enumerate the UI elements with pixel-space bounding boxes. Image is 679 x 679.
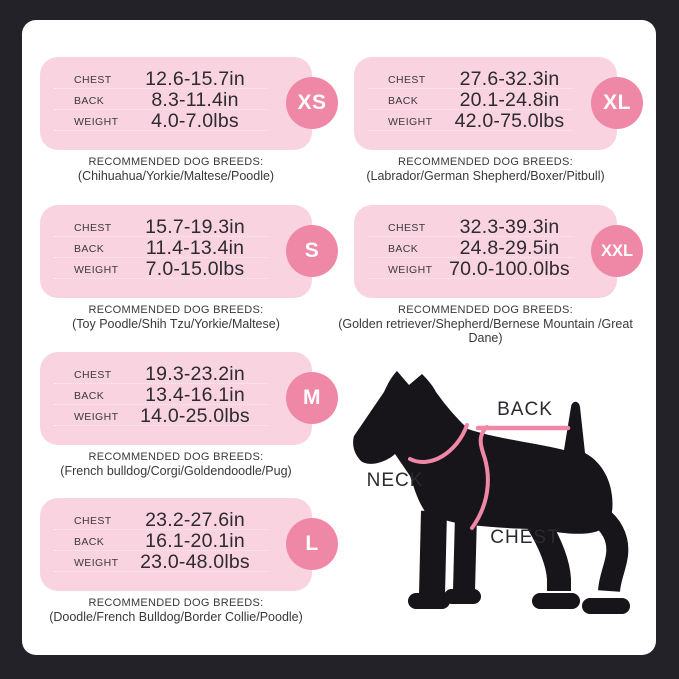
- size-card-xl: CHEST 27.6-32.3in BACK 20.1-24.8in WEIGH…: [354, 57, 643, 150]
- weight-label: WEIGHT: [74, 263, 119, 276]
- measurement-row-weight: WEIGHT 23.0-48.0lbs: [40, 551, 312, 573]
- measurement-row-chest: CHEST 19.3-23.2in: [40, 363, 312, 385]
- recommended-breeds: (Chihuahua/Yorkie/Maltese/Poodle): [77, 169, 275, 183]
- neck-measure-line: [408, 423, 469, 464]
- chest-label: CHEST: [74, 368, 112, 381]
- size-card-s: CHEST 15.7-19.3in BACK 11.4-13.4in WEIGH…: [40, 205, 338, 298]
- chest-value: 12.6-15.7in: [145, 68, 245, 90]
- measurement-row-chest: CHEST 27.6-32.3in: [354, 68, 617, 90]
- measurement-row-back: BACK 24.8-29.5in: [354, 237, 617, 259]
- back-value: 20.1-24.8in: [459, 89, 560, 111]
- back-value: 11.4-13.4in: [145, 237, 245, 259]
- size-block-xl: CHEST 27.6-32.3in BACK 20.1-24.8in WEIGH…: [354, 57, 643, 183]
- measurement-row-weight: WEIGHT 42.0-75.0lbs: [354, 110, 617, 132]
- measurement-row-back: BACK 11.4-13.4in: [40, 237, 312, 259]
- neck-diagram-label: NECK: [366, 470, 424, 491]
- weight-value: 42.0-75.0lbs: [454, 110, 565, 132]
- back-label: BACK: [388, 242, 419, 255]
- weight-label: WEIGHT: [74, 115, 119, 128]
- chest-label: CHEST: [74, 73, 112, 86]
- recommended-title: RECOMMENDED DOG BREEDS:: [88, 156, 264, 168]
- back-label: BACK: [74, 389, 105, 402]
- back-label: BACK: [74, 242, 105, 255]
- chest-label: CHEST: [388, 221, 426, 234]
- measurement-row-weight: WEIGHT 14.0-25.0lbs: [40, 405, 312, 427]
- measurement-row-chest: CHEST 15.7-19.3in: [40, 216, 312, 238]
- recommended-title: RECOMMENDED DOG BREEDS:: [398, 156, 573, 168]
- size-badge-xxl: XXL: [591, 225, 643, 277]
- recommended-breeds: (Doodle/French Bulldog/Border Collie/Poo…: [49, 610, 303, 624]
- weight-value: 23.0-48.0lbs: [140, 551, 250, 573]
- weight-label: WEIGHT: [388, 263, 433, 276]
- measurement-row-chest: CHEST 12.6-15.7in: [40, 68, 312, 90]
- dog-silhouette-icon: [353, 371, 630, 614]
- size-card-xxl: CHEST 32.3-39.3in BACK 24.8-29.5in WEIGH…: [354, 205, 643, 298]
- size-badge-xl: XL: [591, 77, 643, 129]
- chest-measure-line: [470, 425, 490, 530]
- measurement-row-back: BACK 13.4-16.1in: [40, 384, 312, 406]
- measurement-row-weight: WEIGHT 7.0-15.0lbs: [40, 258, 312, 280]
- back-label: BACK: [74, 535, 105, 548]
- measurement-row-weight: WEIGHT 70.0-100.0lbs: [354, 258, 617, 280]
- size-card-m: CHEST 19.3-23.2in BACK 13.4-16.1in WEIGH…: [40, 352, 338, 445]
- chest-label: CHEST: [74, 514, 112, 527]
- recommended-title: RECOMMENDED DOG BREEDS:: [88, 304, 264, 316]
- measurement-row-chest: CHEST 23.2-27.6in: [40, 509, 312, 531]
- chest-value: 15.7-19.3in: [145, 216, 245, 238]
- weight-label: WEIGHT: [74, 556, 119, 569]
- size-badge-s: S: [286, 225, 338, 277]
- weight-value: 14.0-25.0lbs: [140, 405, 250, 427]
- back-diagram-label: BACK: [497, 399, 553, 420]
- chest-diagram-label: CHEST: [490, 527, 560, 548]
- recommended-breeds: (Golden retriever/Shepherd/Bernese Mount…: [338, 317, 633, 345]
- size-block-s: CHEST 15.7-19.3in BACK 11.4-13.4in WEIGH…: [40, 205, 338, 331]
- dog-measurement-diagram: BACK NECK CHEST: [352, 365, 657, 637]
- recommended-breeds: (Labrador/German Shepherd/Boxer/Pitbull): [366, 169, 605, 183]
- weight-value: 70.0-100.0lbs: [449, 258, 570, 280]
- back-value: 13.4-16.1in: [145, 384, 245, 406]
- back-value: 24.8-29.5in: [459, 237, 560, 259]
- size-block-xxl: CHEST 32.3-39.3in BACK 24.8-29.5in WEIGH…: [338, 205, 643, 345]
- measurement-row-chest: CHEST 32.3-39.3in: [354, 216, 617, 238]
- recommended-breeds: (Toy Poodle/Shih Tzu/Yorkie/Maltese): [72, 317, 280, 331]
- back-label: BACK: [74, 94, 105, 107]
- size-card-l: CHEST 23.2-27.6in BACK 16.1-20.1in WEIGH…: [40, 498, 338, 591]
- measurement-row-back: BACK 16.1-20.1in: [40, 530, 312, 552]
- size-badge-l: L: [286, 518, 338, 570]
- recommended-title: RECOMMENDED DOG BREEDS:: [398, 304, 573, 316]
- back-label: BACK: [388, 94, 419, 107]
- recommended-title: RECOMMENDED DOG BREEDS:: [88, 597, 264, 609]
- chest-label: CHEST: [74, 221, 112, 234]
- recommended-breeds: (French bulldog/Corgi/Goldendoodle/Pug): [60, 464, 292, 478]
- size-card-xs: CHEST 12.6-15.7in BACK 8.3-11.4in WEIGHT…: [40, 57, 338, 150]
- measurement-row-back: BACK 20.1-24.8in: [354, 89, 617, 111]
- size-badge-m: M: [286, 372, 338, 424]
- measurement-row-back: BACK 8.3-11.4in: [40, 89, 312, 111]
- back-value: 8.3-11.4in: [151, 89, 239, 111]
- weight-label: WEIGHT: [388, 115, 433, 128]
- weight-value: 7.0-15.0lbs: [145, 258, 245, 280]
- size-block-m: CHEST 19.3-23.2in BACK 13.4-16.1in WEIGH…: [40, 352, 338, 478]
- size-badge-xs: XS: [286, 77, 338, 129]
- chest-value: 32.3-39.3in: [459, 216, 560, 238]
- chest-value: 19.3-23.2in: [145, 363, 245, 385]
- measurement-row-weight: WEIGHT 4.0-7.0lbs: [40, 110, 312, 132]
- size-chart-panel: CHEST 12.6-15.7in BACK 8.3-11.4in WEIGHT…: [22, 20, 656, 655]
- recommended-title: RECOMMENDED DOG BREEDS:: [88, 451, 264, 463]
- chest-label: CHEST: [388, 73, 426, 86]
- size-block-l: CHEST 23.2-27.6in BACK 16.1-20.1in WEIGH…: [40, 498, 338, 624]
- back-value: 16.1-20.1in: [145, 530, 245, 552]
- size-block-xs: CHEST 12.6-15.7in BACK 8.3-11.4in WEIGHT…: [40, 57, 338, 183]
- weight-label: WEIGHT: [74, 410, 119, 423]
- weight-value: 4.0-7.0lbs: [151, 110, 239, 132]
- chest-value: 23.2-27.6in: [145, 509, 245, 531]
- chest-value: 27.6-32.3in: [459, 68, 560, 90]
